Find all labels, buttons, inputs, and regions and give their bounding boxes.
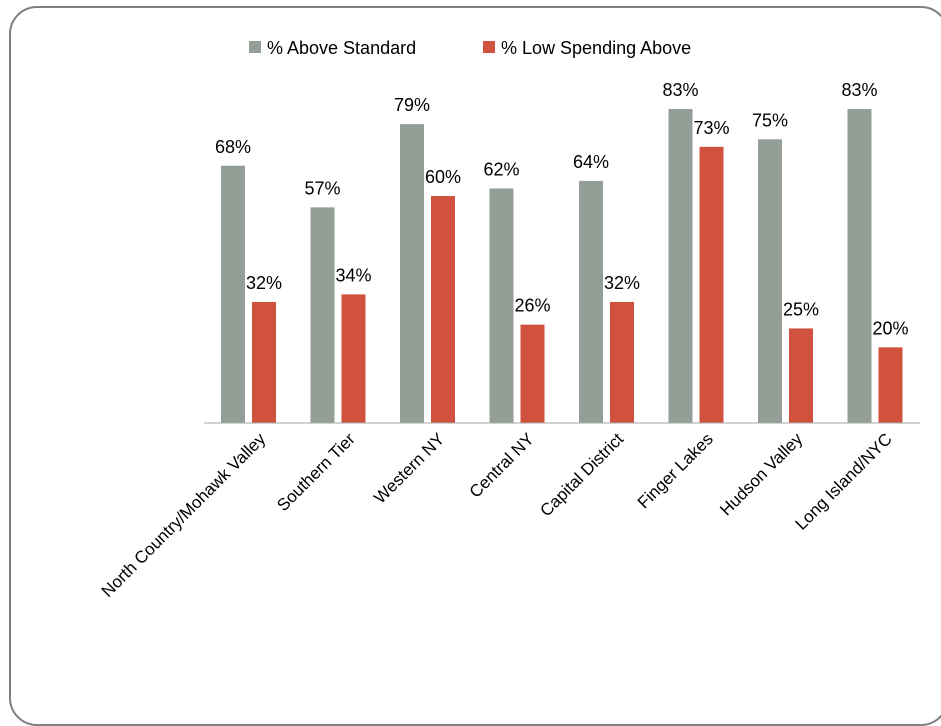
data-label-low-spending-4: 32% [604,273,640,293]
bar-above-standard-1 [310,207,335,423]
bar-low-spending-6 [789,328,813,423]
data-label-low-spending-5: 73% [693,118,729,138]
bar-above-standard-2 [400,124,424,423]
bar-chart: % Above Standard % Low Spending Above 68%… [98,38,920,601]
data-label-low-spending-2: 60% [425,167,461,187]
data-label-low-spending-7: 20% [872,318,908,338]
bar-low-spending-0 [252,301,276,423]
data-label-above-standard-5: 83% [662,80,698,100]
bar-above-standard-3 [489,188,514,423]
data-label-low-spending-0: 32% [246,273,282,293]
x-tick-label-4: Capital District [536,429,627,520]
legend-swatch-low-spending [483,41,495,53]
data-label-above-standard-4: 64% [573,152,609,172]
bar-low-spending-1 [341,294,366,423]
bar-low-spending-3 [520,324,545,423]
data-labels-group: 68% 32% 57% 34% 79% 60% 62% 26% 64% 32% 83% 73% 75% 2… [215,80,909,338]
bar-above-standard-4 [579,180,603,423]
x-tick-label-7: Long Island/NYC [792,429,896,533]
legend-swatch-above-standard [249,41,261,53]
x-tick-label-3: Central NY [466,429,538,501]
x-tick-label-1: Southern Tier [273,429,359,515]
data-label-above-standard-2: 79% [394,95,430,115]
data-label-low-spending-3: 26% [514,296,550,316]
bar-low-spending-4 [610,301,634,423]
bar-low-spending-5 [699,146,724,423]
data-label-above-standard-7: 83% [841,80,877,100]
legend: % Above Standard % Low Spending Above [249,38,691,58]
data-label-above-standard-0: 68% [215,137,251,157]
data-label-above-standard-6: 75% [752,110,788,130]
x-tick-labels-group: North Country/Mohawk Valley Southern Tier… [98,429,896,601]
bar-above-standard-7 [847,109,872,424]
bar-above-standard-6 [758,139,782,423]
bars-group [221,109,903,424]
data-label-low-spending-6: 25% [783,299,819,319]
legend-label-low-spending: % Low Spending Above [501,38,691,58]
bar-above-standard-0 [221,165,245,424]
legend-label-above-standard: % Above Standard [267,38,416,58]
bar-low-spending-7 [878,347,903,423]
x-tick-label-2: Western NY [370,429,448,507]
x-tick-label-0: North Country/Mohawk Valley [98,429,270,601]
data-label-above-standard-1: 57% [304,178,340,198]
x-tick-label-5: Finger Lakes [634,429,717,512]
data-label-above-standard-3: 62% [483,159,519,179]
bar-above-standard-5 [668,109,693,424]
x-tick-label-6: Hudson Valley [716,429,806,519]
data-label-low-spending-1: 34% [335,265,371,285]
bar-low-spending-2 [431,196,455,423]
